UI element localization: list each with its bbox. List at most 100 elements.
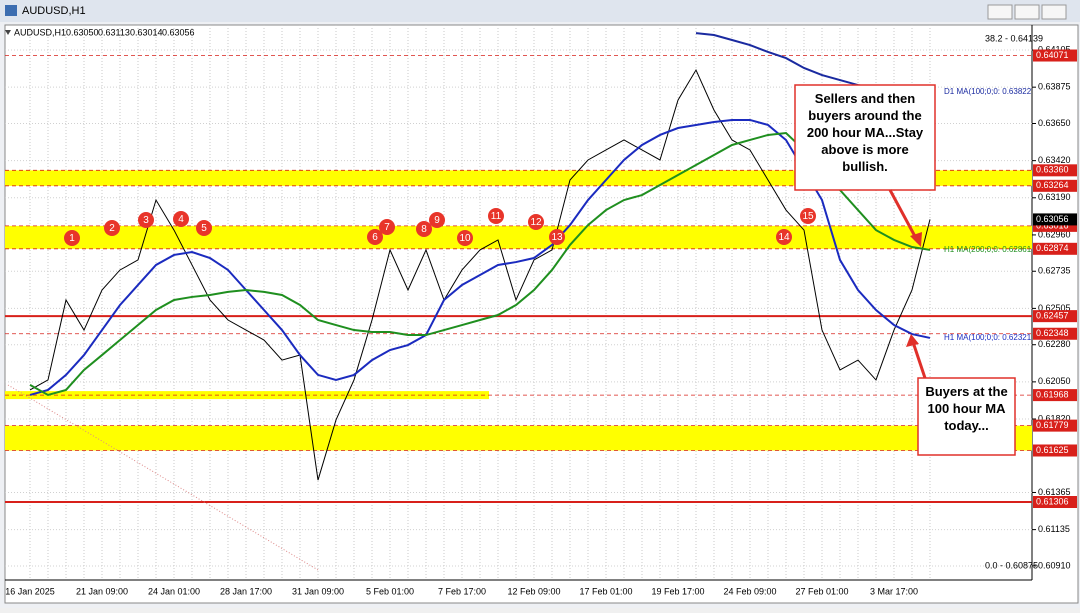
marker xyxy=(173,211,189,227)
price-label: 0.63056 xyxy=(1036,214,1069,224)
x-tick-label: 27 Feb 01:00 xyxy=(795,586,848,596)
x-tick-label: 3 Mar 17:00 xyxy=(870,586,918,596)
series-label: H1 MA(100;0;0: 0.62321 xyxy=(944,333,1032,342)
price-label-box xyxy=(1033,310,1077,323)
price-label-box xyxy=(1033,496,1077,509)
marker xyxy=(549,229,565,245)
window-icon xyxy=(5,5,17,16)
marker-label: 3 xyxy=(143,215,149,226)
marker-label: 7 xyxy=(384,222,390,233)
marker-label: 15 xyxy=(802,211,814,222)
marker-label: 12 xyxy=(530,217,542,228)
marker-label: 5 xyxy=(201,223,207,234)
marker xyxy=(196,220,212,236)
zone xyxy=(5,425,1032,451)
fib-label: 38.2 - 0.64139 xyxy=(985,33,1043,43)
window-buttons xyxy=(987,4,1067,20)
x-tick-label: 28 Jan 17:00 xyxy=(220,586,272,596)
price-label-box xyxy=(1033,179,1077,192)
callout-box xyxy=(917,377,1016,456)
marker xyxy=(429,212,445,228)
zone xyxy=(5,225,1032,249)
x-tick-label: 7 Feb 17:00 xyxy=(438,586,486,596)
y-tick-label: 0.63650 xyxy=(1038,118,1071,128)
price-label: 0.61306 xyxy=(1036,496,1069,506)
x-tick-label: 16 Jan 2025 xyxy=(5,586,55,596)
arrow xyxy=(911,341,927,379)
arrow xyxy=(888,189,920,243)
marker-label: 8 xyxy=(421,224,427,235)
price-label-box xyxy=(1033,419,1077,432)
y-tick-label: 0.63190 xyxy=(1038,192,1071,202)
y-tick-label: 0.62735 xyxy=(1038,266,1071,276)
close-button[interactable] xyxy=(1041,4,1067,20)
arrow-head xyxy=(906,334,919,347)
x-tick-label: 5 Feb 01:00 xyxy=(366,586,414,596)
y-tick-label: 0.61365 xyxy=(1038,487,1071,497)
y-tick-label: 0.62280 xyxy=(1038,339,1071,349)
series-line xyxy=(29,68,931,481)
y-tick-label: 0.63420 xyxy=(1038,155,1071,165)
marker xyxy=(488,208,504,224)
series-label: D1 MA(100;0;0: 0.63822 xyxy=(944,87,1032,96)
header-value: 0.63050 xyxy=(66,27,99,37)
marker xyxy=(367,229,383,245)
header-value: 0.63014 xyxy=(130,27,163,37)
marker xyxy=(776,229,792,245)
zone xyxy=(5,170,1032,186)
y-tick-label: 0.60910 xyxy=(1038,560,1071,570)
y-tick-label: 0.62050 xyxy=(1038,376,1071,386)
marker xyxy=(64,230,80,246)
x-tick-label: 31 Jan 09:00 xyxy=(292,586,344,596)
callout-text: Buyers at the 100 hour MA today... xyxy=(925,384,1008,433)
marker xyxy=(416,221,432,237)
price-label: 0.62348 xyxy=(1036,328,1069,338)
marker xyxy=(138,212,154,228)
price-label: 0.63264 xyxy=(1036,180,1069,190)
symbol: AUDUSD,H1 xyxy=(14,27,66,37)
marker-label: 9 xyxy=(434,215,440,226)
x-tick-label: 21 Jan 09:00 xyxy=(76,586,128,596)
price-label: 0.63360 xyxy=(1036,165,1069,175)
marker xyxy=(457,230,473,246)
marker xyxy=(379,219,395,235)
fib-line xyxy=(7,384,319,571)
price-label-box xyxy=(1033,213,1077,226)
marker-label: 10 xyxy=(459,233,471,244)
x-tick-label: 24 Jan 01:00 xyxy=(148,586,200,596)
price-label: 0.61779 xyxy=(1036,420,1069,430)
series-line xyxy=(29,131,931,397)
x-tick-label: 24 Feb 09:00 xyxy=(723,586,776,596)
arrow-head xyxy=(910,232,922,247)
price-label: 0.62457 xyxy=(1036,311,1069,321)
y-tick-label: 0.64105 xyxy=(1038,44,1071,54)
title-bar xyxy=(0,0,1080,22)
marker-label: 6 xyxy=(372,232,378,243)
price-label: 0.62874 xyxy=(1036,243,1069,253)
header-value: 0.63056 xyxy=(162,27,195,37)
y-tick-label: 0.61820 xyxy=(1038,413,1071,423)
marker xyxy=(800,208,816,224)
price-label-box xyxy=(1033,164,1077,177)
callout-box xyxy=(794,84,936,191)
marker-label: 2 xyxy=(109,223,115,234)
marker xyxy=(528,214,544,230)
maximize-button[interactable] xyxy=(1014,4,1040,20)
window-title: AUDUSD,H1 xyxy=(22,5,86,17)
y-tick-label: 0.61135 xyxy=(1038,524,1070,534)
minimize-button[interactable] xyxy=(987,4,1013,20)
price-label: 0.61625 xyxy=(1036,445,1069,455)
header-icon xyxy=(5,30,11,35)
marker xyxy=(104,220,120,236)
y-tick-label: 0.62960 xyxy=(1038,229,1071,239)
price-label: 0.61968 xyxy=(1036,389,1069,399)
price-label-box xyxy=(1033,444,1077,457)
price-label-box xyxy=(1033,49,1077,62)
x-tick-label: 19 Feb 17:00 xyxy=(651,586,704,596)
price-label-box xyxy=(1033,242,1077,255)
price-label-box xyxy=(1033,327,1077,340)
marker-label: 13 xyxy=(551,232,563,243)
marker-label: 1 xyxy=(69,233,75,244)
callout: Sellers and then buyers around the 200 h… xyxy=(794,84,936,247)
